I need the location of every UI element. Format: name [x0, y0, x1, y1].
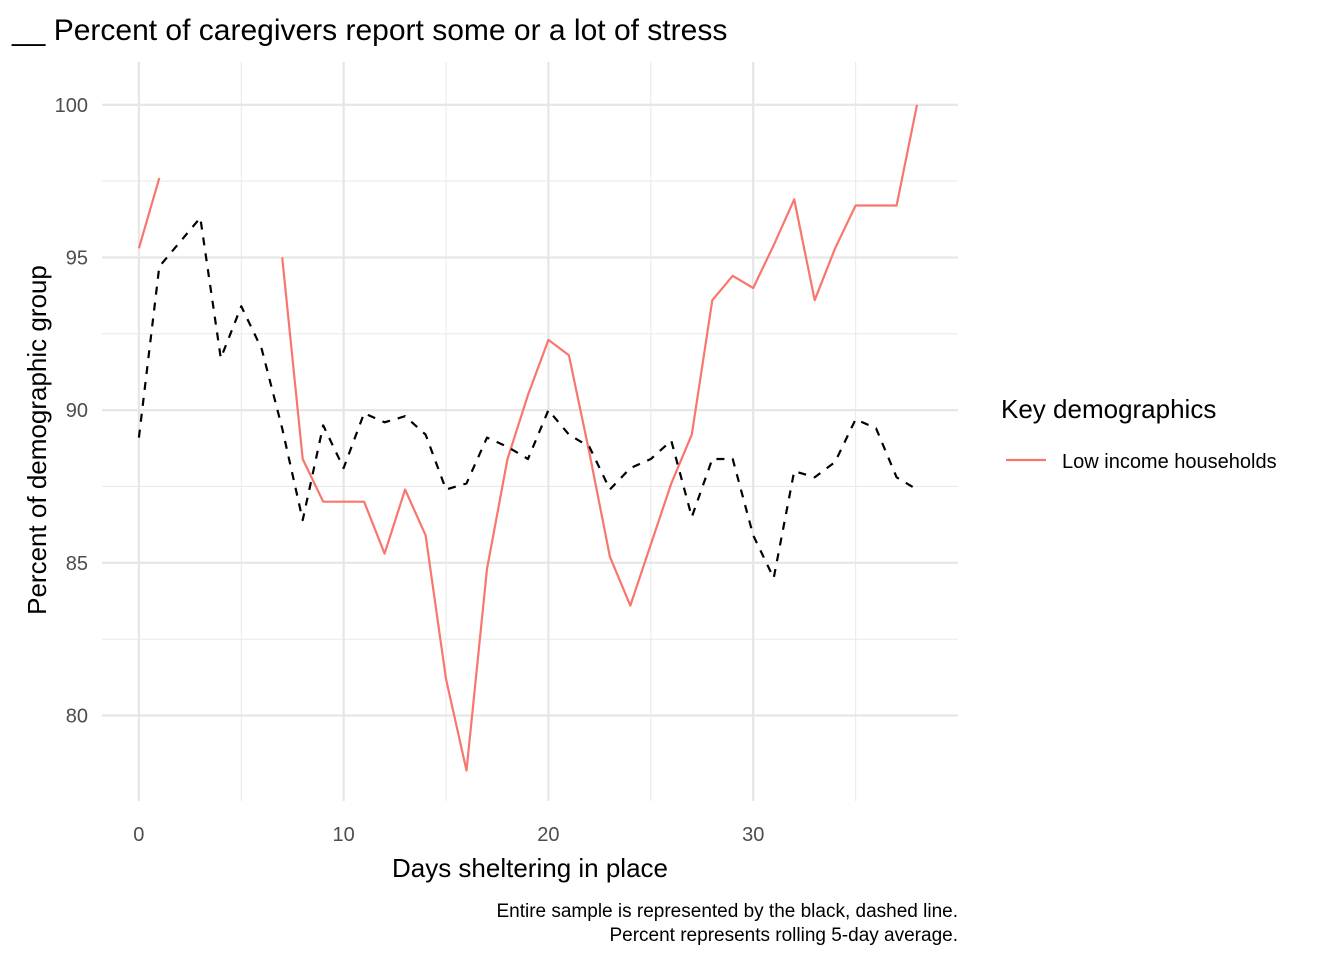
caption-line-1: Entire sample is represented by the blac…: [496, 901, 958, 922]
chart-title: __ Percent of caregivers report some or …: [11, 14, 727, 47]
y-tick-label: 100: [55, 95, 88, 117]
x-tick-label: 20: [537, 824, 559, 846]
x-tick-labels: 0 10 20 30: [133, 824, 764, 846]
series-line-entire-sample: [137, 216, 918, 580]
x-axis-title: Days sheltering in place: [392, 853, 668, 883]
y-tick-label: 90: [66, 400, 88, 422]
legend: Key demographics Low income households: [1001, 394, 1277, 473]
y-tick-label: 95: [66, 247, 88, 269]
legend-label-low-income: Low income households: [1062, 451, 1277, 473]
y-tick-label: 80: [66, 705, 88, 727]
x-tick-label: 0: [133, 824, 144, 846]
y-axis-title: Percent of demographic group: [22, 265, 52, 615]
x-tick-label: 10: [333, 824, 355, 846]
y-tick-labels: 80 85 90 95 100: [55, 95, 88, 728]
minor-gridlines: [102, 62, 958, 801]
caption-line-2: Percent represents rolling 5-day average…: [609, 925, 958, 946]
major-gridlines: [102, 62, 958, 801]
x-tick-label: 30: [742, 824, 764, 846]
series-layer: [137, 104, 919, 772]
y-tick-label: 85: [66, 553, 88, 575]
series-line-low-income: [137, 104, 919, 772]
legend-title: Key demographics: [1001, 394, 1216, 424]
